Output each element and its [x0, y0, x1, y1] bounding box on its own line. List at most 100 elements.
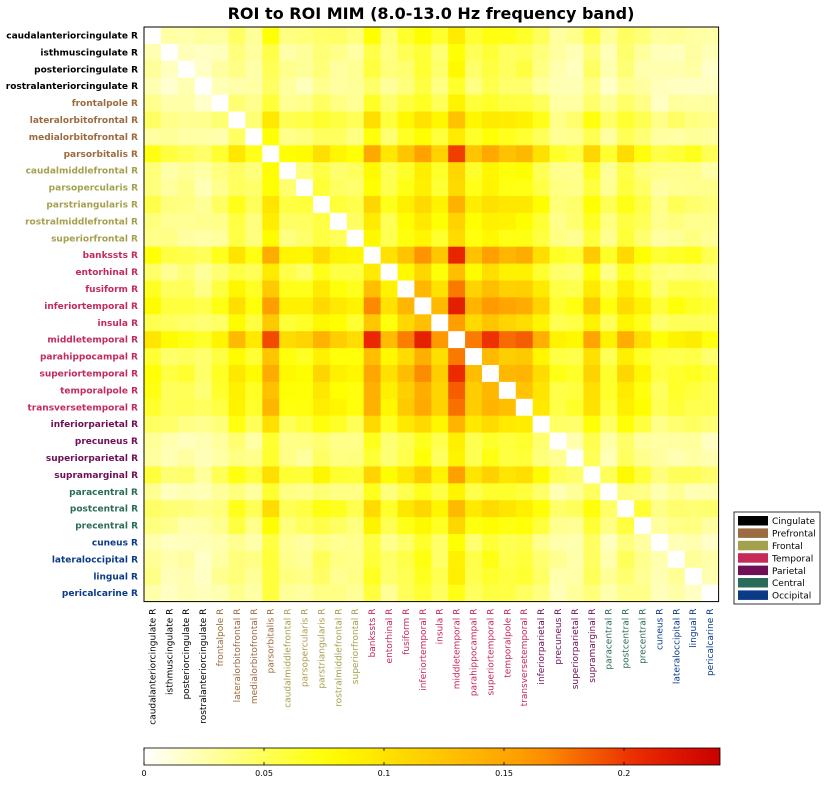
heatmap-cell — [363, 246, 381, 264]
row-label: rostralmiddlefrontal R — [25, 217, 138, 227]
heatmap-cell — [279, 483, 297, 501]
heatmap-cell — [549, 483, 567, 501]
heatmap-cell — [701, 162, 719, 180]
heatmap-cell — [600, 500, 618, 518]
heatmap-cell — [431, 365, 449, 383]
heatmap-cell — [701, 517, 719, 535]
heatmap-cell — [346, 111, 365, 129]
heatmap-cell — [329, 145, 348, 163]
heatmap-cell — [515, 466, 534, 484]
row-label: paracentral R — [69, 488, 138, 498]
heatmap-cell — [532, 27, 550, 45]
heatmap-cell — [329, 212, 348, 231]
column-label: precuneus R — [554, 609, 564, 665]
heatmap-cell — [296, 27, 314, 45]
heatmap-cell — [160, 314, 179, 332]
heatmap-cell — [583, 534, 601, 552]
legend-label: Frontal — [772, 542, 803, 552]
heatmap-cell — [245, 145, 263, 163]
heatmap-cell — [684, 449, 703, 467]
heatmap-cell — [228, 263, 246, 281]
heatmap-cell — [414, 179, 432, 197]
heatmap-cell — [363, 466, 381, 484]
heatmap-cell — [431, 314, 449, 332]
heatmap-cell — [617, 280, 635, 298]
heatmap-cell — [431, 449, 449, 467]
heatmap-cell — [684, 280, 703, 298]
heatmap-cell — [397, 534, 415, 552]
heatmap-cell — [532, 128, 550, 146]
heatmap-cell — [566, 314, 584, 332]
heatmap-cell — [617, 246, 635, 264]
heatmap-cell — [651, 567, 669, 586]
colorbar-tick-label: 0.15 — [495, 769, 513, 778]
heatmap-cell — [262, 449, 280, 467]
heatmap-cell — [566, 60, 584, 79]
heatmap-cell — [397, 263, 415, 281]
heatmap-cell — [380, 179, 398, 197]
heatmap-cell — [634, 212, 652, 231]
heatmap-cell — [279, 162, 297, 180]
heatmap-cell — [313, 550, 331, 569]
heatmap-cell — [684, 229, 703, 248]
heatmap-cell — [549, 381, 567, 400]
heatmap-cell — [617, 27, 635, 45]
heatmap-cell — [532, 381, 550, 400]
heatmap-cell — [194, 432, 212, 450]
heatmap-cell — [600, 94, 618, 112]
heatmap-cell — [160, 297, 179, 315]
heatmap-cell — [515, 415, 534, 433]
heatmap-cell — [651, 179, 669, 197]
heatmap-cell — [194, 94, 212, 112]
heatmap-cell — [228, 111, 246, 129]
heatmap-cell — [617, 584, 635, 602]
heatmap-cell — [448, 128, 466, 146]
heatmap-cell — [583, 43, 601, 62]
heatmap-cell — [667, 297, 686, 315]
heatmap-cell — [363, 43, 381, 62]
heatmap-cell — [431, 263, 449, 281]
heatmap-cell — [667, 179, 686, 197]
heatmap-cell — [262, 27, 280, 45]
heatmap-cell — [194, 212, 212, 231]
heatmap-cell — [296, 483, 314, 501]
heatmap-cell — [667, 128, 686, 146]
heatmap-cell — [397, 483, 415, 501]
heatmap-cell — [211, 27, 229, 45]
heatmap-cell — [566, 517, 584, 535]
heatmap-cell — [296, 212, 314, 231]
heatmap-cell — [211, 381, 229, 400]
heatmap-cell — [448, 27, 466, 45]
heatmap-cell — [313, 534, 331, 552]
column-label: bankssts R — [368, 609, 378, 658]
heatmap-cell — [448, 297, 466, 315]
heatmap-cell — [194, 584, 212, 602]
heatmap-cell — [313, 263, 331, 281]
heatmap-cell — [160, 60, 179, 79]
heatmap-cell — [144, 128, 162, 146]
row-label: inferiorparietal R — [51, 420, 138, 430]
heatmap-cell — [515, 500, 534, 518]
heatmap-cell — [634, 229, 652, 248]
column-label: parstriangularis R — [317, 609, 327, 689]
heatmap-cell — [228, 517, 246, 535]
heatmap-cell — [600, 567, 618, 586]
heatmap-cell — [465, 297, 483, 315]
heatmap-cell — [177, 398, 196, 417]
heatmap-cell — [515, 567, 534, 586]
heatmap-cell — [566, 449, 584, 467]
heatmap-cell — [194, 365, 212, 383]
legend-label: Parietal — [772, 567, 806, 577]
heatmap-cell — [380, 27, 398, 45]
heatmap-cell — [684, 584, 703, 602]
heatmap-cell — [279, 432, 297, 450]
heatmap-cell — [160, 27, 179, 45]
heatmap-cell — [211, 534, 229, 552]
heatmap-cell — [380, 196, 398, 214]
heatmap-cell — [160, 331, 179, 349]
heatmap-cell — [667, 415, 686, 433]
heatmap-cell — [380, 246, 398, 264]
heatmap-cell — [144, 212, 162, 231]
heatmap-cell — [600, 196, 618, 214]
heatmap-cell — [701, 43, 719, 62]
